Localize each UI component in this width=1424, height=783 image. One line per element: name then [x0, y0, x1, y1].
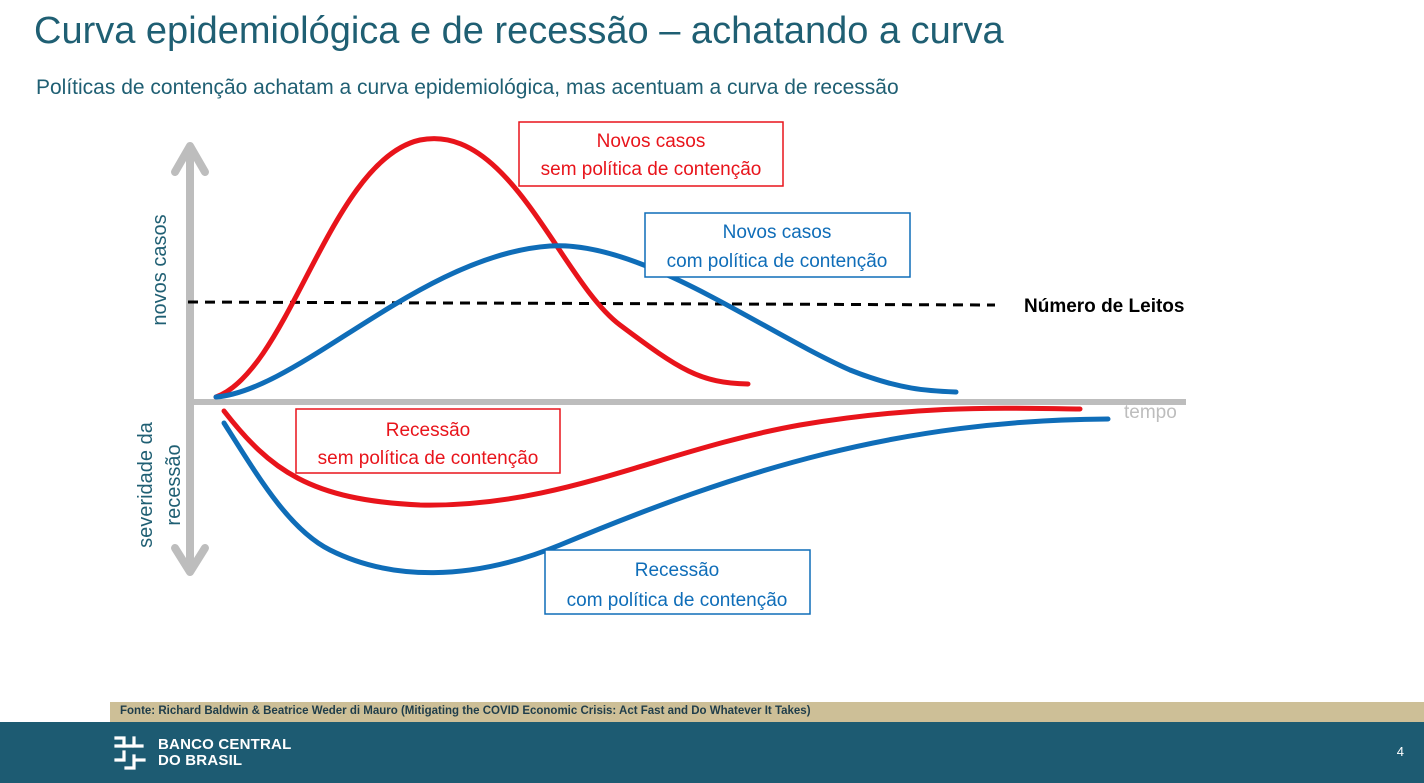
svg-text:sem política de contenção: sem política de contenção	[318, 448, 539, 469]
page-subtitle: Políticas de contenção achatam a curva e…	[36, 76, 899, 99]
axis-arrow-up-icon	[171, 142, 209, 176]
svg-text:com política de contenção: com política de contenção	[667, 251, 888, 272]
curve-cases-policy	[213, 243, 959, 400]
threshold-line	[187, 300, 996, 307]
curve-cases-no-policy	[213, 136, 751, 400]
source-bar: Fonte: Richard Baldwin & Beatrice Weder …	[110, 702, 1424, 722]
page-title: Curva epidemiológica e de recessão – ach…	[34, 10, 1004, 52]
logo-line-2: DO BRASIL	[158, 752, 243, 769]
y-axis-label-cases: novos casos	[149, 214, 171, 325]
bcb-logo: BANCO CENTRAL DO BRASIL	[112, 734, 291, 772]
svg-text:Novos casos: Novos casos	[723, 222, 832, 243]
source-text: Fonte: Richard Baldwin & Beatrice Weder …	[120, 705, 811, 717]
label-box-recession-no-policy: Recessão sem política de contenção	[295, 408, 561, 474]
curve-recession-policy	[221, 416, 1111, 576]
label-box-cases-policy: Novos casos com política de contenção	[644, 212, 911, 278]
footer-slant	[0, 722, 112, 724]
axis-arrow-down-icon	[171, 544, 209, 576]
svg-text:sem política de contenção: sem política de contenção	[541, 159, 762, 180]
svg-text:com política de contenção: com política de contenção	[567, 590, 788, 611]
curve-recession-no-policy	[221, 405, 1083, 508]
svg-text:Novos casos: Novos casos	[597, 131, 706, 152]
label-box-cases-no-policy: Novos casos sem política de contenção	[518, 121, 784, 187]
y-axis-label-recession-2: recessão	[163, 444, 185, 525]
svg-text:Recessão: Recessão	[386, 420, 471, 441]
threshold-label: Número de Leitos	[1024, 296, 1184, 317]
x-axis-label: tempo	[1124, 402, 1177, 423]
bcb-logo-icon	[114, 736, 146, 770]
svg-text:Recessão: Recessão	[635, 560, 720, 581]
y-axis-label-recession-1: severidade da	[135, 421, 157, 548]
label-box-recession-policy: Recessão com política de contenção	[544, 549, 811, 615]
logo-line-1: BANCO CENTRAL	[158, 736, 292, 753]
page-number: 4	[1396, 744, 1404, 759]
footer-bar	[0, 722, 1424, 783]
flattening-curve-diagram: novos casos severidade da recessão tempo…	[135, 121, 1186, 615]
